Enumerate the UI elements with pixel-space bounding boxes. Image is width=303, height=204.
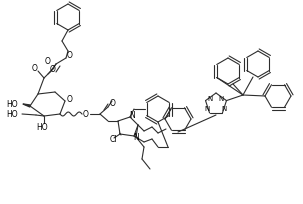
- Text: N: N: [205, 105, 210, 111]
- Text: O: O: [45, 57, 51, 66]
- Text: O: O: [83, 110, 89, 119]
- Text: O: O: [32, 64, 38, 73]
- Text: O: O: [110, 99, 116, 108]
- Text: O: O: [67, 95, 73, 104]
- Text: N: N: [133, 133, 139, 142]
- Text: N: N: [221, 105, 227, 111]
- Text: N: N: [129, 111, 135, 120]
- Text: Cl: Cl: [109, 135, 117, 144]
- Text: HO: HO: [6, 100, 18, 109]
- Text: HO: HO: [6, 110, 18, 119]
- Text: O: O: [50, 65, 56, 74]
- Polygon shape: [23, 104, 30, 108]
- Text: HO: HO: [36, 122, 48, 131]
- Text: O: O: [67, 51, 73, 60]
- Text: N: N: [207, 95, 213, 102]
- Text: N: N: [218, 95, 224, 102]
